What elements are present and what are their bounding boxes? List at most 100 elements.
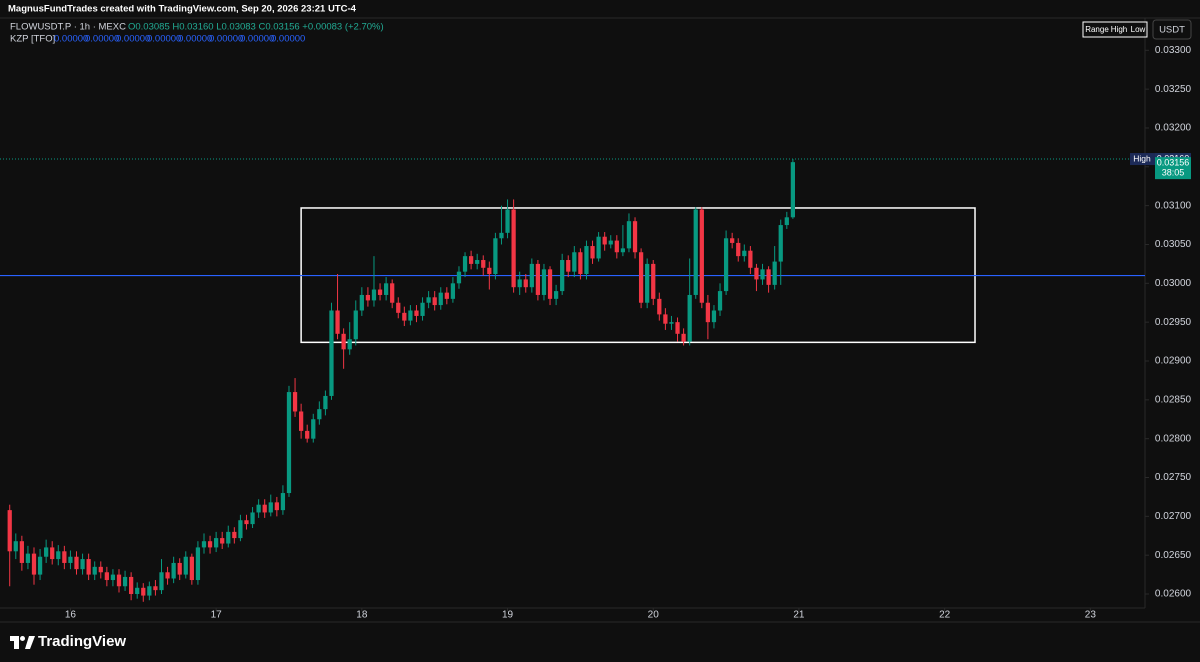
candle-body bbox=[468, 256, 474, 264]
brand: TradingView bbox=[38, 633, 126, 650]
candle-body bbox=[37, 556, 43, 575]
candle-body bbox=[560, 260, 565, 292]
candle-body bbox=[341, 333, 346, 350]
y-tick-label: 0.02650 bbox=[1155, 550, 1192, 561]
y-tick-label: 0.03000 bbox=[1155, 278, 1192, 289]
candle-body bbox=[244, 520, 249, 525]
x-tick-label: 18 bbox=[356, 610, 368, 621]
candle-body bbox=[408, 310, 413, 321]
candle-body bbox=[420, 302, 425, 316]
x-tick-label: 16 bbox=[65, 610, 77, 621]
logo: TradingView bbox=[10, 633, 126, 650]
candle-body bbox=[214, 538, 219, 548]
y-tick-label: 0.02850 bbox=[1155, 394, 1192, 405]
candle-body bbox=[347, 339, 352, 350]
toolbar-button[interactable]: Range bbox=[1085, 25, 1109, 34]
candle-body bbox=[359, 294, 364, 311]
candle-body bbox=[159, 572, 164, 591]
candle-body bbox=[675, 322, 680, 334]
candle-body bbox=[86, 559, 91, 575]
candle-body bbox=[784, 217, 789, 226]
candle-body bbox=[396, 302, 401, 313]
candle-body bbox=[226, 531, 231, 544]
toolbar-button[interactable]: Low bbox=[1131, 25, 1146, 34]
candle-body bbox=[390, 283, 395, 303]
last-price: 0.03156 bbox=[1157, 158, 1190, 168]
candle-body bbox=[402, 312, 407, 321]
y-tick-label: 0.03250 bbox=[1155, 84, 1192, 95]
candle-body bbox=[462, 256, 468, 272]
candle-body bbox=[31, 553, 37, 575]
candle-body bbox=[68, 556, 73, 563]
candle-body bbox=[638, 252, 644, 303]
y-tick-label: 0.03050 bbox=[1155, 239, 1192, 250]
candle-body bbox=[189, 556, 194, 581]
candle-body bbox=[280, 493, 286, 511]
x-tick-label: 23 bbox=[1085, 610, 1097, 621]
candle-body bbox=[317, 409, 322, 420]
candle-body bbox=[141, 587, 146, 596]
candle-body bbox=[98, 566, 103, 573]
candle-body bbox=[705, 302, 711, 323]
candle-body bbox=[596, 236, 601, 259]
candle-body bbox=[371, 289, 377, 301]
x-tick-label: 17 bbox=[211, 610, 223, 621]
candle-body bbox=[645, 263, 650, 303]
currency[interactable]: USDT bbox=[1159, 25, 1185, 36]
candle-body bbox=[529, 263, 534, 288]
candle-body bbox=[220, 538, 225, 544]
y-tick-label: 0.02800 bbox=[1155, 433, 1192, 444]
logo-mark bbox=[10, 636, 19, 649]
x-tick-label: 19 bbox=[502, 610, 514, 621]
candle-body bbox=[481, 260, 486, 268]
candle-body bbox=[238, 520, 243, 539]
indicator-value: 0.00000 bbox=[178, 34, 212, 45]
candle-body bbox=[383, 283, 389, 295]
candle-body bbox=[778, 225, 783, 262]
candle-body bbox=[590, 246, 595, 259]
candle-body bbox=[56, 551, 61, 560]
candle-body bbox=[207, 541, 213, 548]
candle-body bbox=[7, 510, 12, 552]
candle-body bbox=[535, 263, 541, 295]
candle-body bbox=[165, 572, 170, 579]
candle-body bbox=[305, 430, 310, 439]
candle-body bbox=[760, 269, 765, 280]
last-price-bg bbox=[1155, 157, 1191, 180]
candle-body bbox=[487, 267, 492, 274]
ohlc: O0.03085 H0.03160 L0.03083 C0.03156 +0.0… bbox=[128, 22, 384, 33]
candle-body bbox=[50, 547, 55, 560]
indicator-value: 0.00000 bbox=[209, 34, 243, 45]
candle-body bbox=[681, 333, 686, 342]
attribution: MagnusFundTrades created with TradingVie… bbox=[8, 4, 357, 15]
candle-body bbox=[608, 240, 613, 245]
x-tick-label: 22 bbox=[939, 610, 951, 621]
currency-button[interactable] bbox=[1152, 19, 1192, 40]
candle-body bbox=[632, 221, 638, 253]
candle-body bbox=[116, 574, 122, 587]
candle-body bbox=[547, 269, 553, 299]
candle-body bbox=[171, 562, 176, 579]
toolbar-button[interactable]: High bbox=[1111, 25, 1127, 34]
candle-body bbox=[323, 395, 328, 410]
candle-body bbox=[135, 587, 140, 595]
indicator-values: 0.000000.000000.000000.000000.000000.000… bbox=[54, 34, 305, 45]
candle-body bbox=[620, 248, 626, 253]
candle-body bbox=[335, 310, 340, 334]
candle-body bbox=[499, 232, 504, 239]
indicator-value: 0.00000 bbox=[116, 34, 150, 45]
high-label-bg bbox=[1130, 153, 1155, 166]
y-tick-label: 0.02900 bbox=[1155, 356, 1192, 367]
candle-body bbox=[129, 576, 134, 595]
candle-body bbox=[754, 267, 759, 280]
candle-body bbox=[790, 162, 796, 218]
candle-body bbox=[292, 392, 298, 412]
candle-body bbox=[177, 562, 182, 575]
candle-body bbox=[256, 504, 261, 513]
candle-body bbox=[104, 572, 109, 581]
candle-body bbox=[711, 310, 717, 323]
candle-body bbox=[626, 221, 632, 249]
logo-slash bbox=[25, 636, 35, 649]
candle-body bbox=[523, 279, 528, 288]
